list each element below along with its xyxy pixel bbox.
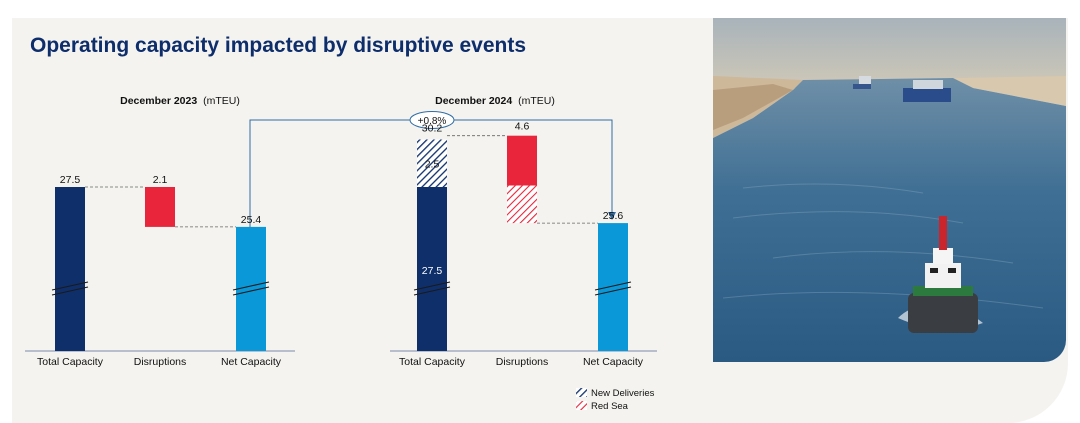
capacity-waterfall-chart: December 2023 (mTEU) December 2024 (mTEU…	[25, 95, 657, 412]
slide-title: Operating capacity impacted by disruptiv…	[30, 34, 526, 57]
break-mark-2024-net	[594, 281, 632, 291]
legend: New Deliveries Red Sea	[576, 388, 655, 412]
chart-2023-title-unit: (mTEU)	[203, 95, 240, 107]
axis-break-markers	[51, 281, 632, 296]
value-label-2024-disruptions: 4.6	[515, 121, 530, 133]
category-label-2024-disruptions: Disruptions	[496, 356, 549, 368]
break-mark-2023-net	[232, 286, 270, 296]
value-label-2024-net: 25.6	[603, 210, 624, 222]
break-mark-2024-net	[594, 286, 632, 296]
segment-label-2024-base: 27.5	[422, 265, 443, 277]
category-label-2024-net: Net Capacity	[583, 356, 644, 368]
break-mark-2023-net	[232, 281, 270, 291]
chart-2024-title-unit: (mTEU)	[518, 95, 555, 107]
legend-label-new-deliveries: New Deliveries	[591, 388, 655, 399]
bar-2024-disruptions	[507, 135, 537, 186]
category-label-2023-net: Net Capacity	[221, 356, 282, 368]
bar-2024-net-capacity	[598, 223, 628, 351]
value-label-2023-net: 25.4	[241, 214, 262, 226]
legend-swatch-red-sea	[576, 401, 587, 410]
bar-2023-total-capacity	[55, 187, 85, 351]
break-mark-2024-total	[413, 286, 451, 296]
category-label-2024-total: Total Capacity	[399, 356, 466, 368]
category-label-2023-total: Total Capacity	[37, 356, 104, 368]
legend-swatch-new-deliveries	[576, 388, 587, 397]
legend-label-red-sea: Red Sea	[591, 401, 629, 412]
value-label-2023-disruptions: 2.1	[153, 174, 168, 186]
chart-2024-title-main: December 2024	[435, 95, 512, 107]
break-mark-2023-total	[51, 281, 89, 291]
comparison-badge	[409, 111, 455, 129]
bar-2024-total-capacity-new-deliveries	[417, 139, 447, 187]
chart-2023-title-main: December 2023	[120, 95, 197, 107]
bar-2024-disruptions-red-sea	[507, 185, 537, 224]
comparison-label: +0.8%	[418, 116, 447, 127]
bar-2024-total-capacity-base	[417, 187, 447, 351]
chart-2023-title: December 2023 (mTEU)	[120, 95, 240, 107]
chart-2024-title: December 2024 (mTEU)	[435, 95, 555, 107]
bar-2023-disruptions	[145, 187, 175, 227]
suez-canal-tugboat-photo	[713, 18, 1066, 362]
break-mark-2024-total	[413, 281, 451, 291]
comparison-arrowhead	[608, 212, 616, 220]
category-label-2023-disruptions: Disruptions	[134, 356, 187, 368]
segment-label-2024-new-deliveries: 2.5	[425, 158, 440, 170]
bars-group	[55, 135, 628, 351]
value-label-2023-total: 27.5	[60, 174, 81, 186]
value-label-2024-total: 30.2	[422, 123, 443, 135]
break-mark-2023-total	[51, 286, 89, 296]
